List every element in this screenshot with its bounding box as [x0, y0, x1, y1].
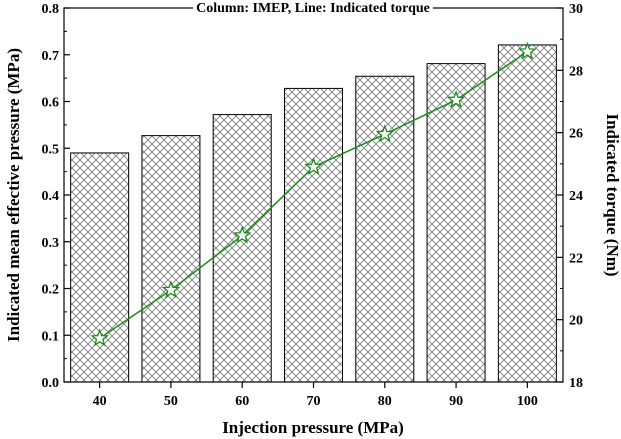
- y2-tick-label: 26: [569, 127, 583, 142]
- y-tick-label: 0.5: [42, 142, 60, 157]
- x-tick-label: 90: [449, 394, 463, 409]
- bar-100: [497, 44, 557, 383]
- y-tick-label: 0.7: [42, 49, 60, 64]
- x-tick-label: 60: [235, 394, 249, 409]
- y2-tick-label: 30: [569, 2, 583, 17]
- chart-title: Column: IMEP, Line: Indicated torque: [196, 1, 430, 16]
- line-series-torque: [90, 41, 537, 347]
- bar-80: [355, 75, 415, 383]
- y-tick-label: 0.4: [42, 189, 60, 204]
- y-tick-label: 0.0: [42, 376, 60, 391]
- bar-60: [212, 114, 272, 383]
- torque-point-70: [304, 157, 323, 175]
- torque-point-60: [232, 225, 252, 244]
- x-tick-label: 40: [93, 394, 107, 409]
- torque-point-90: [446, 90, 466, 108]
- x-tick-label: 80: [378, 394, 392, 409]
- x-axis-title: Injection pressure (MPa): [222, 418, 404, 437]
- torque-point-50: [161, 280, 181, 299]
- bar-50: [141, 135, 201, 383]
- torque-point-80: [375, 124, 395, 143]
- y-tick-label: 0.1: [42, 329, 60, 344]
- bar-series-imep: [70, 44, 557, 383]
- y2-tick-label: 28: [569, 64, 583, 79]
- bar-90: [426, 63, 486, 383]
- chart-title-group: Column: IMEP, Line: Indicated torque: [193, 0, 433, 17]
- torque-point-40: [90, 328, 109, 347]
- y-tick-label: 0.3: [42, 236, 60, 251]
- x-tick-label: 50: [164, 394, 178, 409]
- y2-tick-label: 18: [569, 376, 583, 391]
- y2-tick-label: 22: [569, 251, 583, 266]
- torque-point-100: [518, 41, 537, 60]
- y2-tick-label: 20: [569, 314, 583, 329]
- y-tick-label: 0.8: [42, 2, 60, 17]
- bar-70: [284, 87, 343, 383]
- y2-tick-label: 24: [569, 189, 583, 204]
- chart-title-background: [193, 0, 433, 17]
- x-tick-label: 100: [517, 394, 538, 409]
- bar-40: [70, 152, 130, 383]
- y-axis-title: Indicated mean effective pressure (MPa): [4, 48, 23, 342]
- x-tick-label: 70: [307, 394, 321, 409]
- y-tick-label: 0.6: [42, 96, 60, 111]
- y2-axis-title: Indicated torque (Nm): [603, 113, 621, 276]
- y-tick-label: 0.2: [42, 283, 60, 298]
- axes: 0.0 0.1 0.2 0.3 0.4 0.5 0.6 0.7 0.8 18 20 22 24 26 28 3…: [42, 2, 584, 409]
